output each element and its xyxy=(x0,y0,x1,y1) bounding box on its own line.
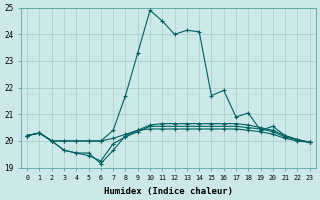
X-axis label: Humidex (Indice chaleur): Humidex (Indice chaleur) xyxy=(104,187,233,196)
